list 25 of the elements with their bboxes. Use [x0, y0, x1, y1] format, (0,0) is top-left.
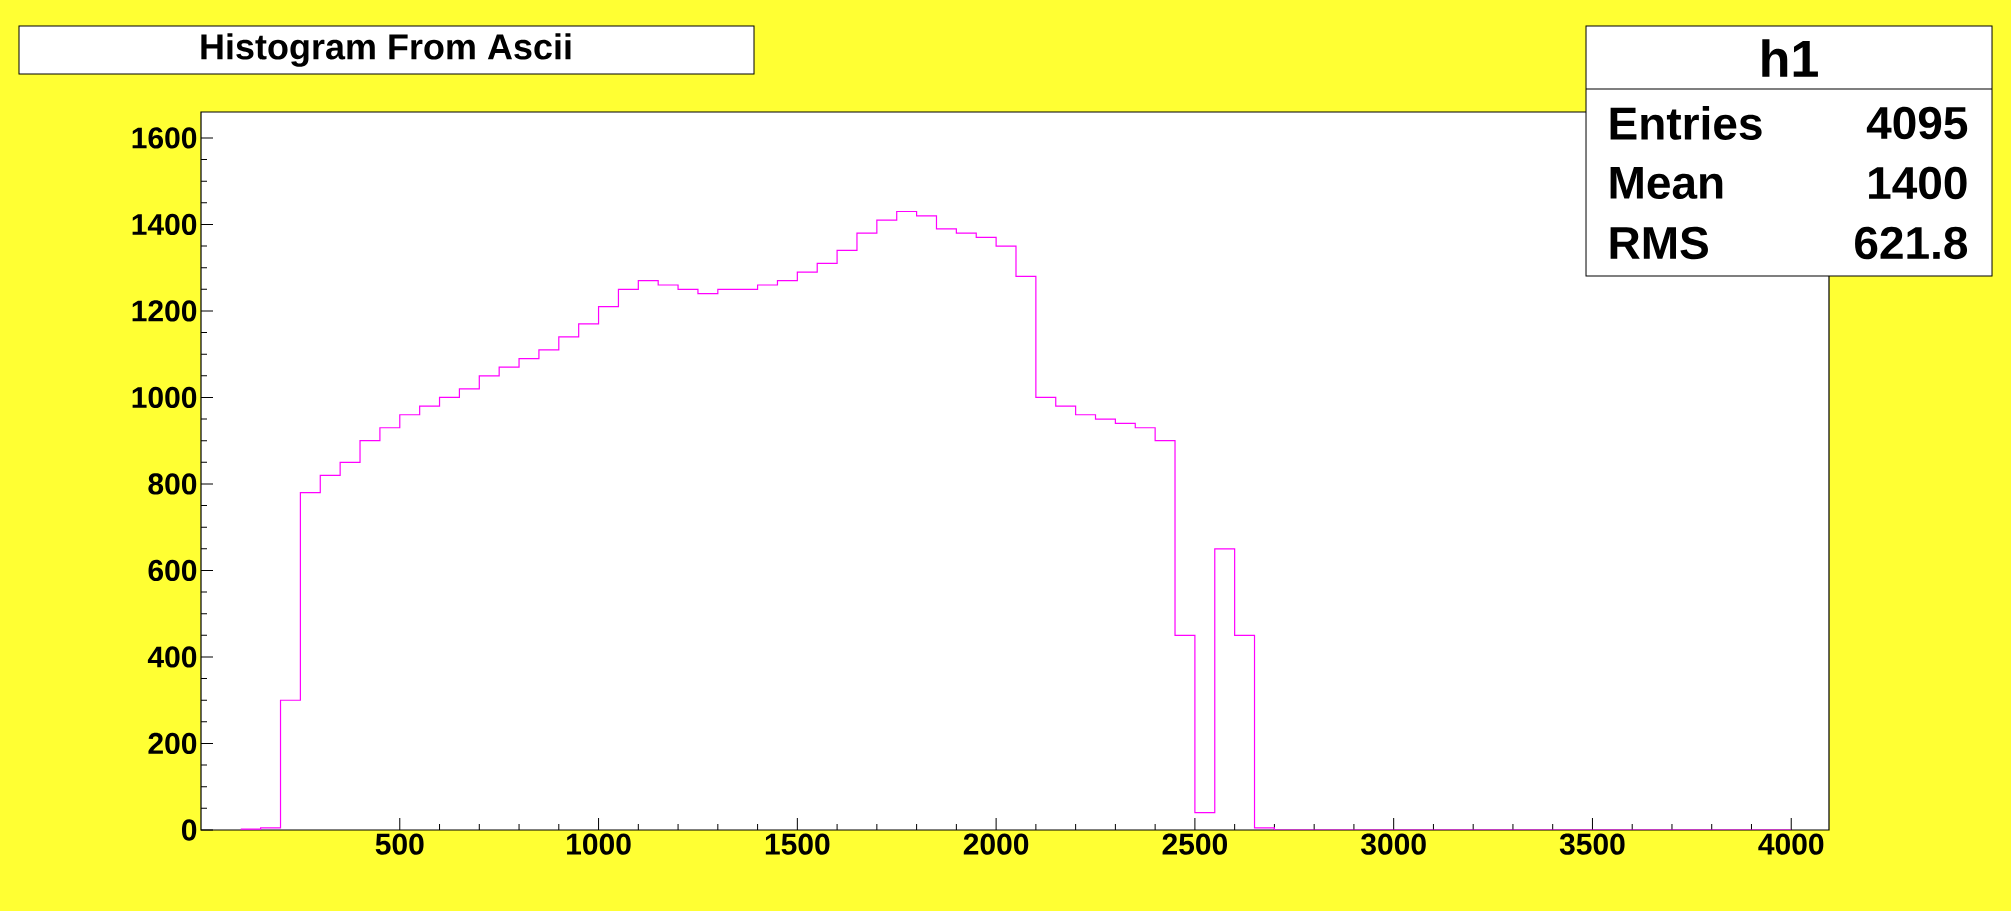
annotation: Mean: [1610, 166, 1723, 200]
y-tick-label: 200: [148, 732, 197, 755]
annotation: Entries: [1610, 106, 1762, 140]
x-tick-label: 3000: [1360, 833, 1426, 855]
y-tick-label: 1200: [132, 300, 197, 322]
text: 1400: [1869, 166, 1967, 200]
y-tick-label: 0: [181, 819, 197, 841]
y-tick-label: 600: [148, 559, 197, 582]
x-tick-label: 2500: [1162, 833, 1228, 855]
text: 4095: [1866, 106, 1968, 140]
y-tick-label: 800: [148, 473, 197, 495]
y-tick-label: 1400: [132, 213, 197, 236]
x-tick-label: 500: [375, 833, 424, 855]
x-tick-label: 4000: [1758, 833, 1824, 855]
text: 621.8: [1855, 226, 1968, 260]
y-tick-label: 400: [147, 646, 197, 668]
x-tick-label: 2000: [963, 833, 1029, 855]
x-tick-label: 3500: [1559, 833, 1625, 855]
y-tick-label: 1600: [132, 127, 197, 149]
y-tick-label: 1000: [132, 386, 197, 409]
annotation: RMS: [1610, 226, 1708, 260]
x-tick-label: 1500: [765, 833, 830, 855]
x-tick-label: 1000: [567, 833, 631, 855]
text: h1: [1762, 39, 1818, 77]
chart-title: Histogram From Ascii: [201, 33, 571, 67]
